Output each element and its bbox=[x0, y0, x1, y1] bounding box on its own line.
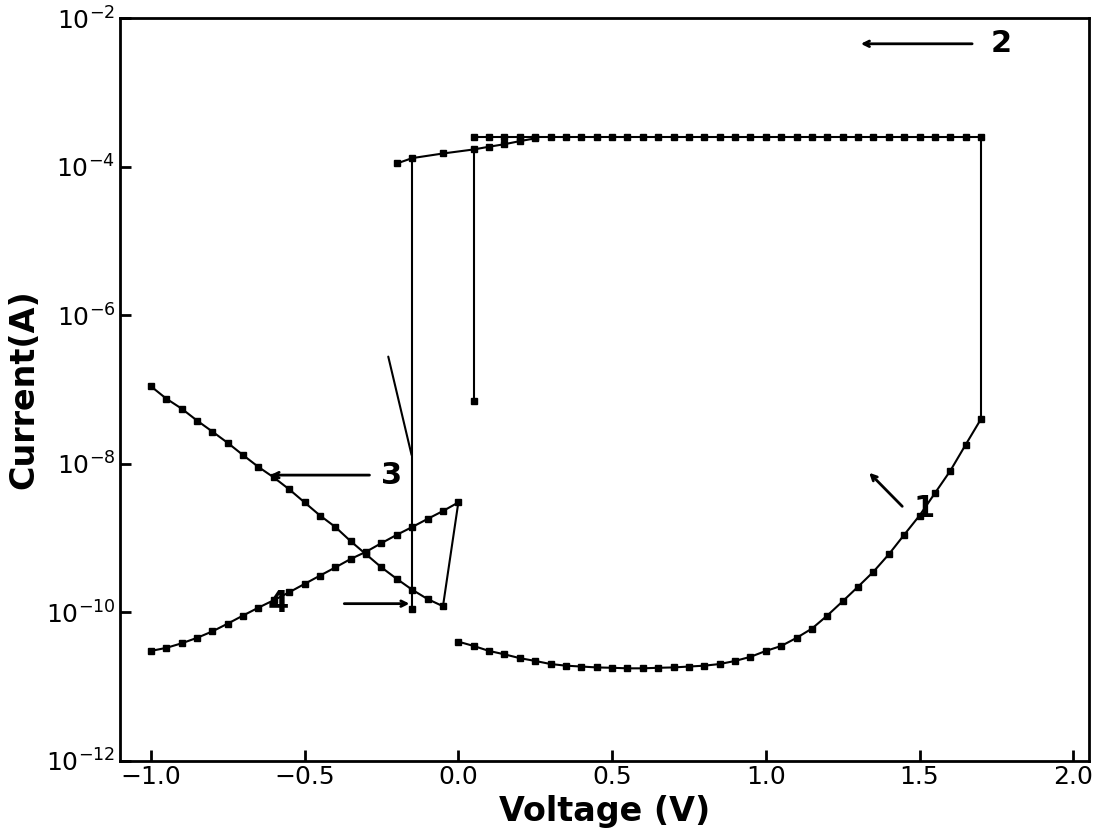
Text: 3: 3 bbox=[381, 461, 402, 489]
X-axis label: Voltage (V): Voltage (V) bbox=[499, 795, 710, 828]
Text: 4: 4 bbox=[268, 590, 289, 618]
Text: 2: 2 bbox=[991, 29, 1012, 58]
Y-axis label: Current(A): Current(A) bbox=[7, 290, 40, 489]
Text: 1: 1 bbox=[914, 493, 934, 523]
